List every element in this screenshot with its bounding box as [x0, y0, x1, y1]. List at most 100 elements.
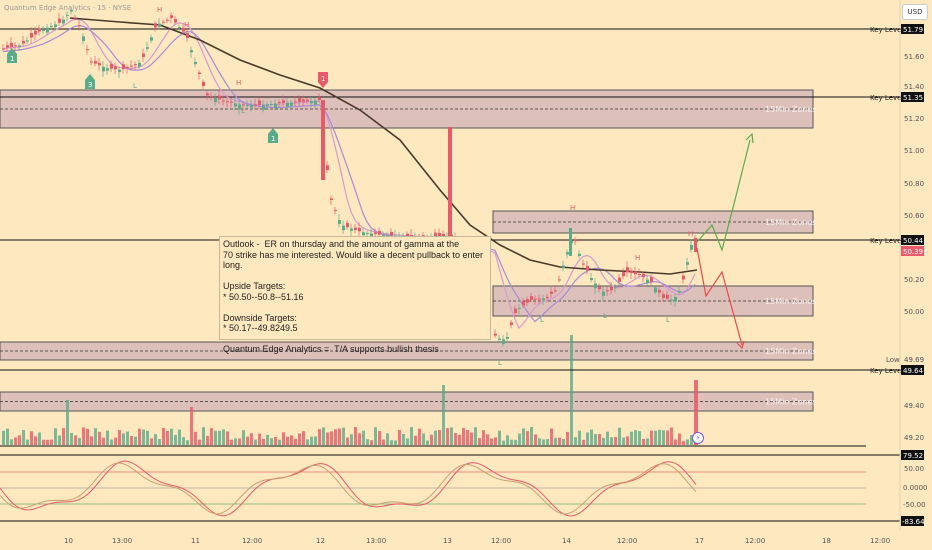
candle-body	[158, 23, 161, 27]
y-axis-tick: 50.80	[904, 180, 924, 188]
volume-bar	[622, 437, 625, 445]
x-axis-tick: 11	[191, 537, 200, 545]
lightning-icon[interactable]: ⚡	[692, 432, 704, 444]
y-axis-tick: 51.60	[904, 53, 924, 61]
volume-bar	[434, 430, 437, 445]
x-axis-tick: 12:00	[617, 537, 637, 545]
candle-body	[286, 102, 289, 107]
volume-bar	[454, 433, 457, 445]
candle-body	[510, 322, 513, 325]
low-marker: L	[603, 312, 607, 320]
candle-body	[522, 301, 525, 306]
volume-bar	[418, 428, 421, 445]
candle-body	[74, 17, 77, 19]
candle-body	[346, 222, 349, 228]
candle-body	[146, 47, 149, 49]
high-marker: H	[157, 6, 162, 14]
volume-bar	[214, 430, 217, 445]
currency-button[interactable]: USD	[902, 4, 928, 20]
volume-bar	[490, 438, 493, 445]
volume-bar	[534, 434, 537, 445]
volume-bar	[502, 440, 505, 445]
volume-bar	[526, 431, 529, 445]
volume-bar	[666, 430, 669, 445]
candle-body	[374, 232, 377, 235]
candle-body	[586, 265, 589, 271]
candle-body	[606, 290, 609, 292]
bullish-arrow-head	[745, 132, 754, 144]
candle-body	[622, 272, 625, 277]
candle-body	[98, 62, 101, 66]
candle-body	[626, 267, 629, 273]
oscillator-layer	[0, 454, 900, 522]
volume-bar	[206, 435, 209, 445]
low-value: 49.69	[904, 356, 924, 364]
candle-body	[58, 18, 61, 23]
candle-body	[118, 69, 121, 73]
volume-bar	[94, 428, 97, 445]
candle-body	[342, 225, 345, 231]
volume-bar	[398, 430, 401, 445]
volume-bar	[294, 438, 297, 445]
x-axis-tick: 12:00	[491, 537, 511, 545]
x-axis-tick: 13:00	[112, 537, 132, 545]
volume-bar	[522, 428, 525, 445]
candle-body	[386, 235, 389, 237]
volume-bar	[430, 434, 433, 445]
high-marker: H	[570, 204, 575, 212]
volume-bar	[70, 432, 73, 445]
volume-bar	[74, 435, 77, 445]
candle-body	[22, 40, 25, 44]
volume-bar	[86, 428, 89, 445]
candle-body	[326, 165, 329, 170]
volume-bar	[446, 428, 449, 445]
volume-bar	[66, 400, 69, 445]
volume-bar	[274, 437, 277, 445]
bearish-arrow-head	[736, 340, 745, 350]
volume-bar	[514, 439, 517, 445]
volume-layer	[0, 335, 866, 447]
x-axis-tick: 18	[822, 537, 831, 545]
volume-bar	[342, 427, 345, 445]
buy-signal-badge	[85, 74, 95, 89]
volume-bar	[554, 437, 557, 445]
volume-bar	[586, 432, 589, 445]
volume-bar	[638, 431, 641, 445]
candle-body	[154, 23, 157, 28]
candle-body	[182, 27, 185, 32]
volume-bar	[22, 429, 25, 445]
candle-body	[14, 45, 17, 47]
volume-bar	[118, 430, 121, 445]
candle-body	[330, 198, 333, 200]
candle-body	[90, 61, 93, 63]
volume-bar	[574, 437, 577, 445]
key-level-tag	[901, 92, 924, 102]
volume-bar	[202, 427, 205, 445]
key-level-tag	[901, 24, 924, 34]
candle-body	[410, 234, 413, 237]
candle-body	[370, 233, 373, 239]
volume-bar	[50, 439, 53, 445]
candle-body	[106, 68, 109, 71]
low-label: Low	[886, 356, 900, 364]
volume-bar	[210, 428, 213, 445]
y-axis-tick: 50.60	[904, 212, 924, 220]
outlook-note[interactable]: Outlook - ER on thursday and the amount …	[219, 236, 491, 354]
candle-body	[206, 93, 209, 96]
volume-bar	[34, 436, 37, 445]
candle-body	[674, 297, 677, 302]
candle-body	[262, 104, 265, 110]
low-marker: L	[666, 316, 670, 324]
zone-label: 15Min Zones	[765, 297, 816, 306]
candle-body	[590, 278, 593, 281]
volume-bar	[630, 431, 633, 445]
candle-body	[214, 98, 217, 103]
x-axis-tick: 13:00	[366, 537, 386, 545]
volume-bar	[410, 427, 413, 445]
volume-bar	[38, 432, 41, 445]
candle-body	[434, 232, 437, 238]
volume-bar	[414, 435, 417, 445]
volume-bar	[182, 437, 185, 445]
candle-body	[54, 24, 57, 28]
